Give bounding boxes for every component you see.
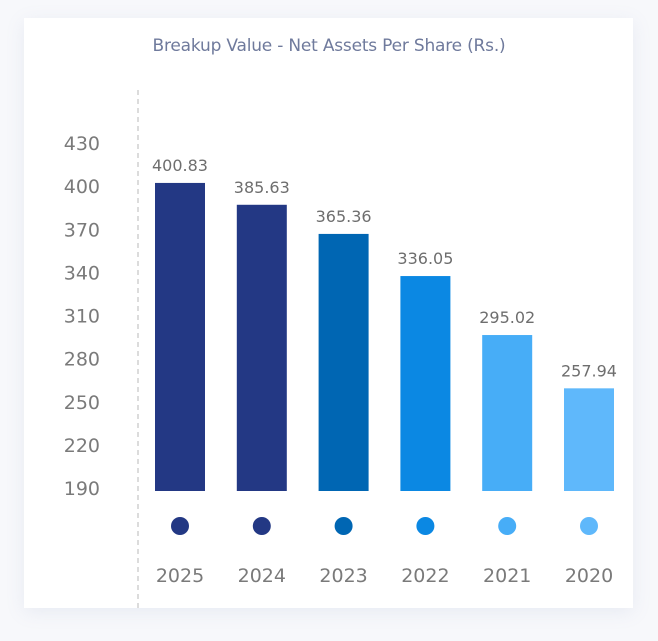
- value-label-2023: 365.36: [316, 207, 372, 226]
- value-label-2021: 295.02: [479, 308, 535, 327]
- value-label-2024: 385.63: [234, 178, 290, 197]
- y-tick-label: 340: [64, 262, 100, 284]
- bar-2024: [236, 204, 287, 492]
- value-label-2025: 400.83: [152, 156, 208, 175]
- y-tick-label: 220: [64, 435, 100, 457]
- category-dots: [171, 517, 598, 535]
- chart-title: Breakup Value - Net Assets Per Share (Rs…: [152, 36, 506, 56]
- value-labels: 400.83 385.63 365.36 336.05 295.02 257.94: [152, 156, 617, 380]
- x-label-2020: 2020: [565, 565, 613, 587]
- y-tick-label: 400: [64, 176, 100, 198]
- bar-2025: [155, 182, 205, 491]
- x-label-2023: 2023: [319, 565, 367, 587]
- bar-2020: [564, 388, 614, 491]
- y-tick-label: 370: [64, 219, 100, 241]
- category-dot-2022: [416, 517, 435, 535]
- y-tick-label: 310: [64, 306, 100, 328]
- y-axis-ticks: 430 400 370 340 310 280 250 220 190: [64, 133, 100, 500]
- x-label-2022: 2022: [401, 565, 449, 587]
- x-label-2021: 2021: [483, 565, 531, 587]
- y-tick-label: 250: [64, 392, 100, 414]
- x-label-2025: 2025: [156, 565, 204, 587]
- value-label-2020: 257.94: [561, 361, 617, 380]
- category-dot-2024: [252, 517, 271, 535]
- category-dot-2021: [498, 517, 517, 535]
- category-dot-2020: [580, 517, 598, 535]
- bars: [155, 182, 614, 492]
- x-label-2024: 2024: [238, 565, 286, 587]
- x-axis-labels: 2025 2024 2023 2022 2021 2020: [156, 565, 613, 587]
- bar-2023: [318, 233, 369, 492]
- bar-2022: [400, 276, 451, 491]
- value-label-2022: 336.05: [397, 249, 453, 268]
- category-dot-2025: [171, 517, 189, 535]
- y-tick-label: 430: [64, 133, 100, 155]
- bar-2021: [482, 335, 533, 491]
- y-tick-label: 190: [64, 478, 100, 500]
- category-dot-2023: [334, 517, 353, 535]
- y-tick-label: 280: [64, 349, 100, 371]
